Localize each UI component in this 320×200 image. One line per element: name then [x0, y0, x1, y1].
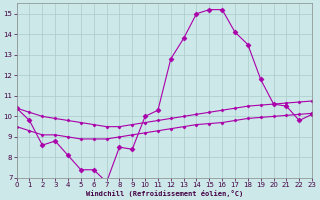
X-axis label: Windchill (Refroidissement éolien,°C): Windchill (Refroidissement éolien,°C): [86, 190, 243, 197]
